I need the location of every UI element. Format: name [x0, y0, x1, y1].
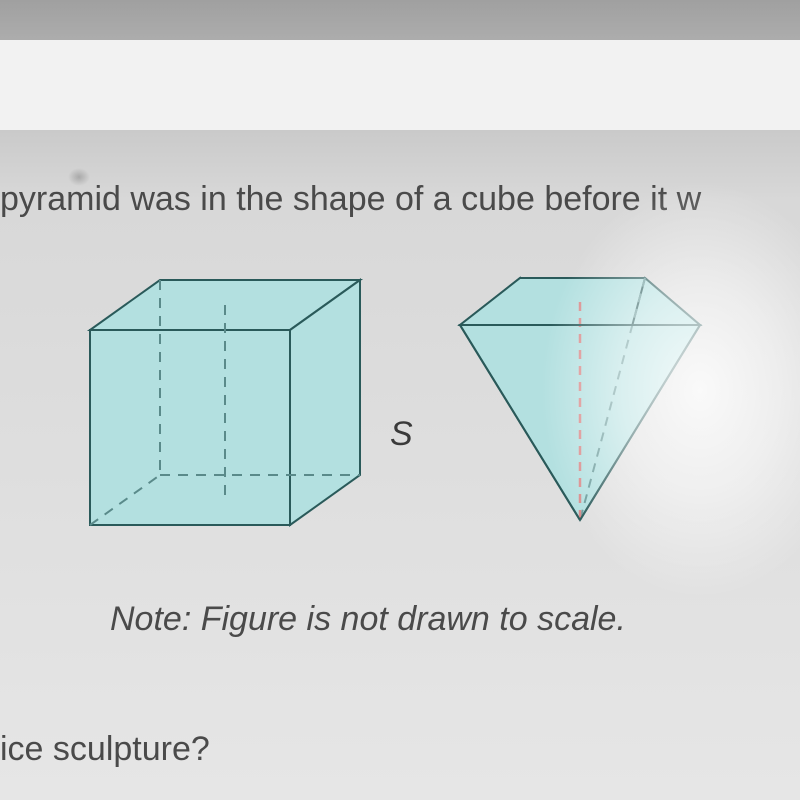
pyramid-figure	[450, 270, 710, 530]
question-line-1: pyramid was in the shape of a cube befor…	[0, 180, 701, 219]
scale-note: Note: Figure is not drawn to scale.	[110, 600, 626, 639]
figures-container: S	[80, 260, 720, 550]
cube-figure	[80, 270, 370, 540]
question-bottom-fragment: ice sculpture?	[0, 730, 210, 769]
cube-front-face	[90, 330, 290, 525]
side-length-label: S	[390, 415, 413, 454]
top-white-band	[0, 40, 800, 130]
